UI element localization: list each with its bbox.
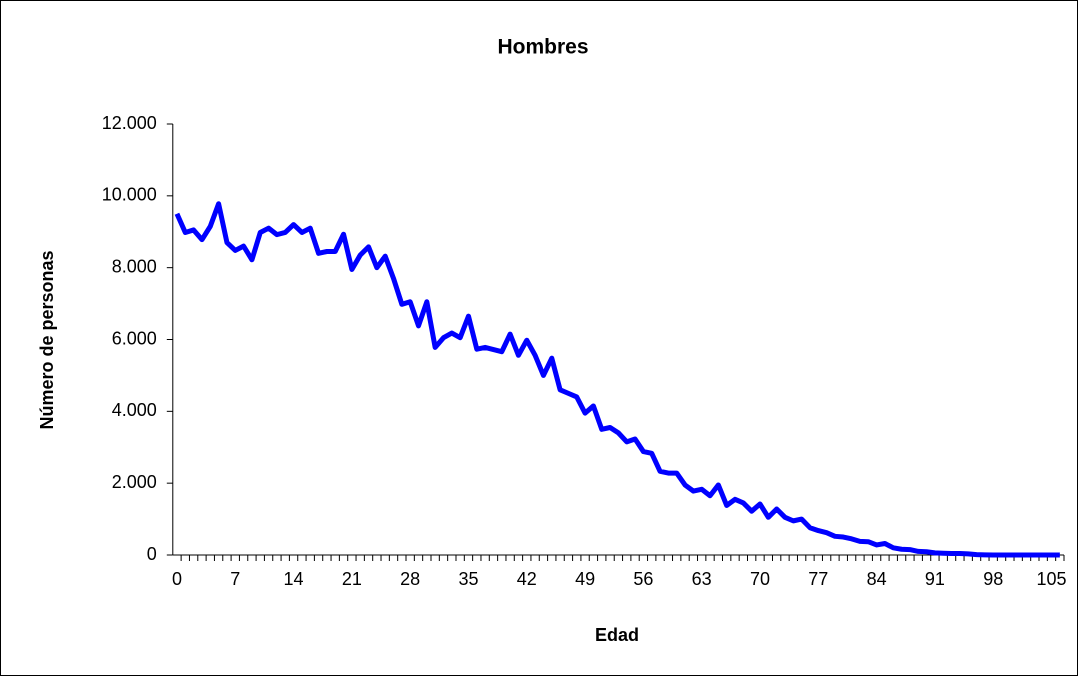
x-tick-label: 49: [575, 569, 595, 589]
x-tick-label: 98: [983, 569, 1003, 589]
y-tick-label: 10.000: [102, 185, 157, 205]
x-tick-label: 63: [692, 569, 712, 589]
x-tick-label: 42: [517, 569, 537, 589]
x-tick-label: 21: [342, 569, 362, 589]
y-tick-label: 0: [147, 544, 157, 564]
x-tick-label: 91: [925, 569, 945, 589]
x-axis-label: Edad: [595, 625, 639, 645]
x-tick-label: 56: [633, 569, 653, 589]
x-tick-label: 14: [284, 569, 304, 589]
x-tick-label: 105: [1036, 569, 1066, 589]
y-tick-label: 8.000: [112, 256, 157, 276]
x-tick-label: 77: [808, 569, 828, 589]
y-tick-label: 12.000: [102, 113, 157, 133]
x-tick-label: 0: [172, 569, 182, 589]
y-tick-label: 6.000: [112, 328, 157, 348]
x-tick-label: 7: [230, 569, 240, 589]
x-tick-label: 35: [458, 569, 478, 589]
x-tick-label: 28: [400, 569, 420, 589]
x-tick-label: 84: [867, 569, 887, 589]
y-tick-label: 2.000: [112, 472, 157, 492]
x-tick-label: 70: [750, 569, 770, 589]
chart-title: Hombres: [497, 36, 588, 59]
data-line: [174, 201, 1060, 558]
y-tick-label: 4.000: [112, 400, 157, 420]
y-axis-label: Número de personas: [37, 250, 57, 429]
